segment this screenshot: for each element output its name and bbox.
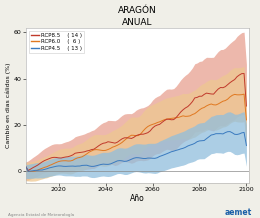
Title: ARAGÓN
ANUAL: ARAGÓN ANUAL [118,5,157,27]
Legend: RCP8.5    ( 14 ), RCP6.0    (  6 ), RCP4.5    ( 13 ): RCP8.5 ( 14 ), RCP6.0 ( 6 ), RCP4.5 ( 13… [29,31,84,53]
Text: Agencia Estatal de Meteorología: Agencia Estatal de Meteorología [8,213,74,217]
Text: aemet: aemet [225,208,252,217]
Y-axis label: Cambio en dias cálidos (%): Cambio en dias cálidos (%) [5,63,11,148]
X-axis label: Año: Año [130,194,145,203]
